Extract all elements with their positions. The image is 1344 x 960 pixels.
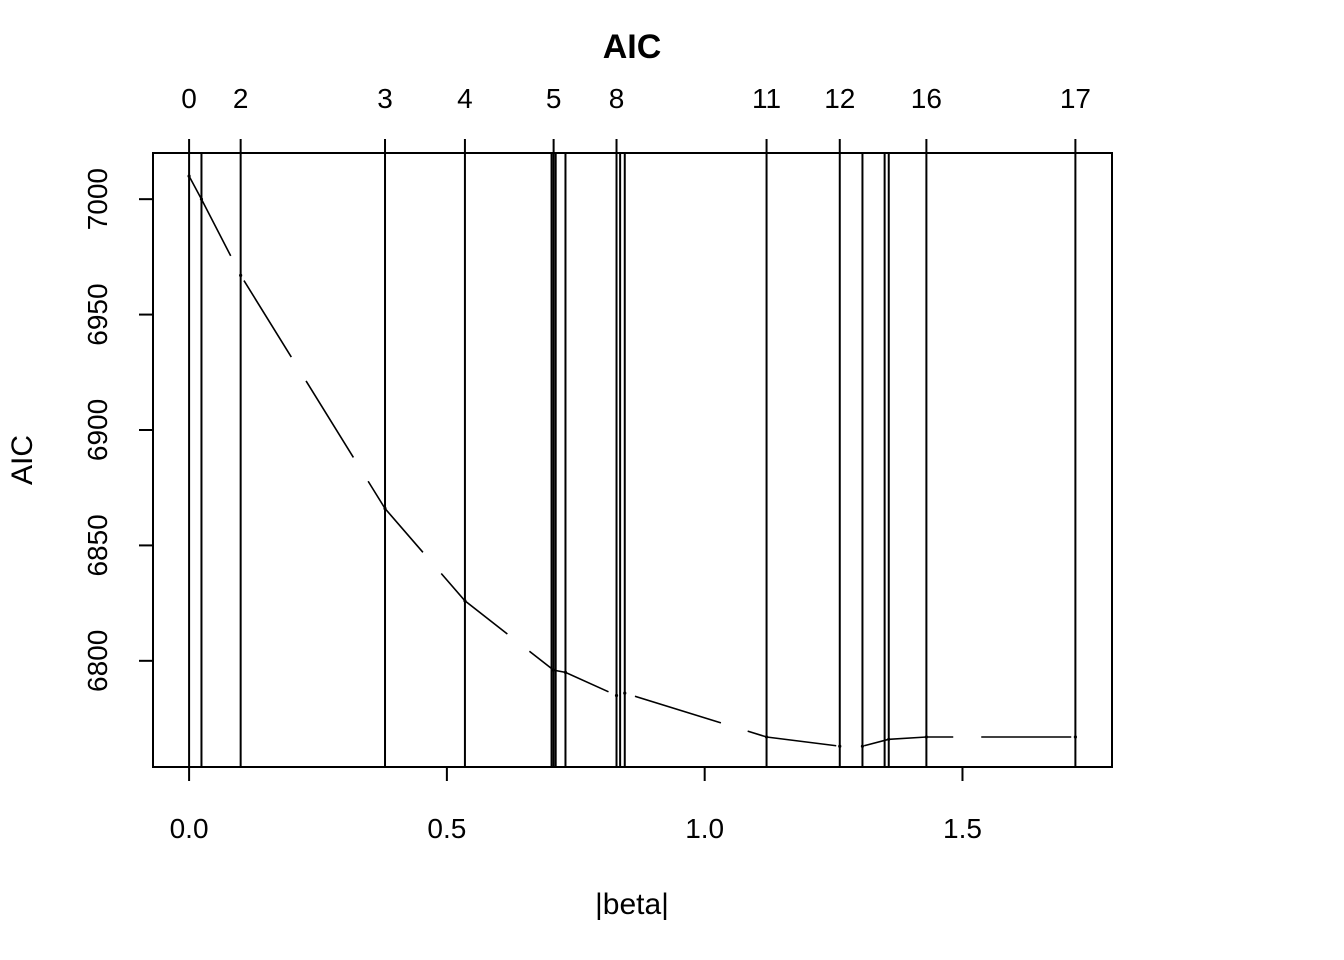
x-tick-label-0: 0.0 [170, 813, 209, 844]
x-tick-label-3: 1.5 [943, 813, 982, 844]
vertical-lines-group [188, 153, 1077, 767]
y-tick-label-0: 6800 [82, 630, 113, 692]
y-tick-label-4: 7000 [82, 168, 113, 230]
data-point-2 [239, 273, 243, 277]
y-axis: 6800 6850 6900 6950 7000 [82, 168, 154, 692]
data-point-14 [1073, 735, 1077, 739]
top-tick-label-2: 3 [377, 83, 393, 114]
top-tick-label-1: 2 [233, 83, 249, 114]
chart-title: AIC [603, 28, 662, 66]
x-axis-label: |beta| [595, 888, 669, 921]
data-point-11 [860, 744, 865, 748]
top-tick-label-8: 16 [911, 83, 942, 114]
data-point-8 [623, 691, 627, 695]
top-axis: 0 2 3 4 5 8 11 12 16 17 [181, 83, 1091, 153]
top-tick-label-0: 0 [181, 83, 197, 114]
x-axis: 0.0 0.5 1.0 1.5 [170, 766, 982, 844]
plot-frame [152, 152, 1113, 768]
y-axis-label: AIC [6, 435, 39, 485]
data-point-4 [463, 599, 467, 603]
data-point-7 [614, 693, 619, 698]
top-tick-label-3: 4 [457, 83, 473, 114]
top-tick-label-4: 5 [546, 83, 562, 114]
data-point-1 [199, 197, 204, 201]
x-tick-label-2: 1.0 [685, 813, 724, 844]
data-point-3 [383, 506, 387, 511]
series-layer [187, 174, 1077, 748]
data-point-5 [552, 668, 556, 672]
series-line-0 [188, 175, 1076, 748]
y-tick-label-3: 6950 [82, 283, 113, 345]
data-point-10 [838, 744, 842, 748]
top-tick-label-6: 11 [752, 83, 781, 114]
top-tick-label-7: 12 [824, 83, 855, 114]
y-tick-label-2: 6900 [82, 399, 113, 461]
top-tick-label-9: 17 [1060, 83, 1091, 114]
top-tick-label-5: 8 [609, 83, 625, 114]
data-point-6 [563, 670, 568, 674]
data-point-12 [887, 737, 891, 741]
data-point-9 [764, 735, 769, 739]
data-point-0 [187, 174, 191, 178]
x-tick-label-1: 0.5 [427, 813, 466, 844]
y-tick-label-1: 6850 [82, 514, 113, 576]
data-point-13 [924, 735, 928, 739]
